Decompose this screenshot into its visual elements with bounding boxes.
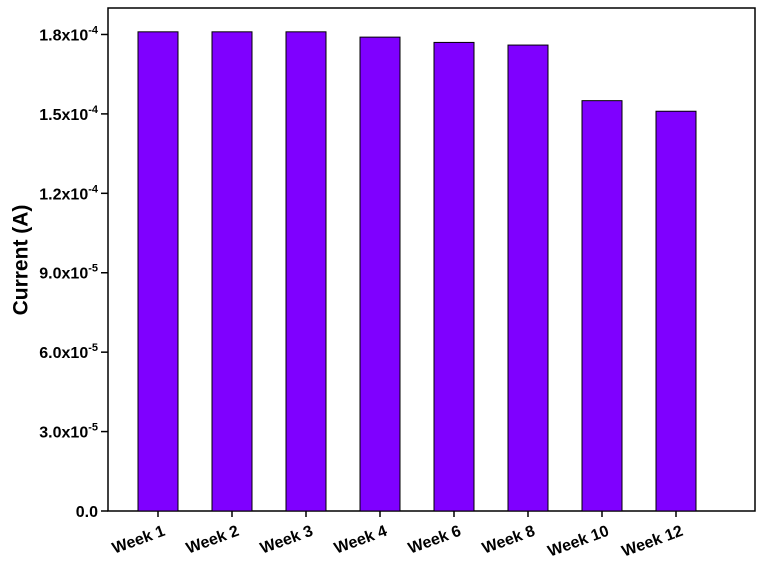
y-tick-label: 1.8x10-4 bbox=[39, 24, 99, 44]
bar bbox=[211, 31, 253, 512]
x-tick-label: Week 10 bbox=[546, 523, 612, 561]
bar bbox=[137, 31, 179, 512]
bar bbox=[507, 44, 549, 512]
bar bbox=[285, 31, 327, 512]
bar bbox=[581, 100, 623, 512]
y-axis-title: Current (A) bbox=[10, 205, 33, 316]
bar bbox=[359, 36, 401, 512]
y-tick-label: 6.0x10-5 bbox=[39, 342, 98, 362]
y-tick-label: 1.2x10-4 bbox=[39, 183, 99, 203]
x-tick-label: Week 8 bbox=[480, 523, 537, 558]
x-tick-label: Week 1 bbox=[110, 523, 167, 558]
y-tick-label: 9.0x10-5 bbox=[39, 263, 98, 283]
y-tick-label: 1.5x10-4 bbox=[39, 104, 99, 124]
x-tick-label: Week 6 bbox=[406, 523, 463, 558]
x-tick-label: Week 4 bbox=[332, 523, 389, 558]
x-tick-label: Week 12 bbox=[620, 523, 686, 561]
bar bbox=[433, 41, 475, 512]
plot-frame bbox=[107, 7, 756, 512]
x-tick-label: Week 2 bbox=[184, 523, 241, 558]
x-tick-label: Week 3 bbox=[258, 523, 315, 558]
y-tick-label: 0.0 bbox=[76, 504, 98, 521]
bar bbox=[655, 110, 697, 512]
y-tick-label: 3.0x10-5 bbox=[39, 422, 98, 442]
